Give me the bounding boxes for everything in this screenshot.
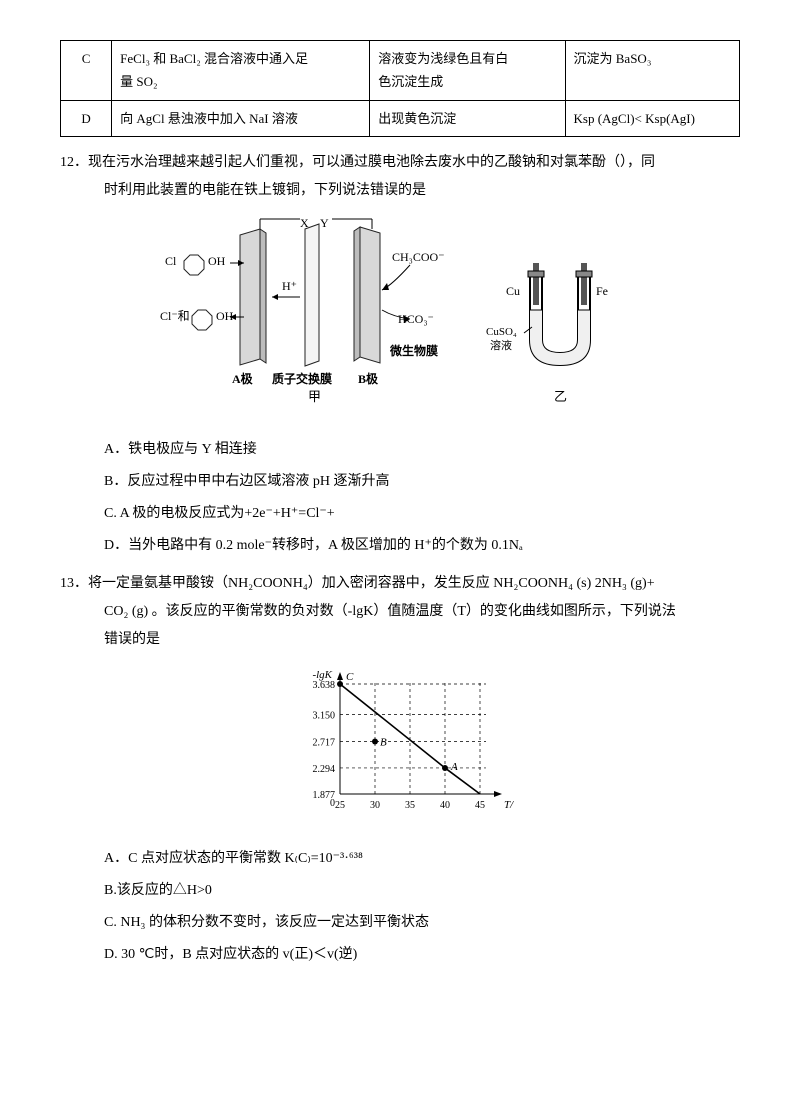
cell-text: Ksp (AgCl)< Ksp(AgI) xyxy=(574,111,695,126)
q13-chart: -lgK3.6383.1502.7172.2941.8772530354045T… xyxy=(60,664,740,835)
cell-phenomenon: 溶液变为浅绿色且有白 色沉淀生成 xyxy=(370,41,565,101)
cuso4-label: CuSO₄ xyxy=(486,326,517,338)
q-line: 将一定量氨基甲酸铵（NH₂COONH₄）加入密闭容器中，发生反应 NH₂COON… xyxy=(88,576,655,591)
svg-text:3.150: 3.150 xyxy=(313,711,336,722)
oh-label-2: OH xyxy=(216,309,234,323)
table-row: D 向 AgCl 悬浊液中加入 NaI 溶液 出现黄色沉淀 Ksp (AgCl)… xyxy=(61,100,740,136)
membrane-label: 质子交换膜 xyxy=(272,371,332,386)
experiment-table: C FeCl₃ 和 BaCl₂ 混合溶液中通入足 量 SO₂ 溶液变为浅绿色且有… xyxy=(60,40,740,137)
cell-text: 溶液变为浅绿色且有白 xyxy=(378,51,508,66)
cell-phenomenon: 出现黄色沉淀 xyxy=(370,100,565,136)
svg-text:C: C xyxy=(346,671,354,683)
cu-label: Cu xyxy=(506,284,520,298)
cell-text: 量 SO₂ xyxy=(120,74,157,89)
svg-text:35: 35 xyxy=(405,800,415,811)
yi-label: 乙 xyxy=(554,389,567,404)
svg-text:A: A xyxy=(450,761,458,773)
cell-text: 沉淀为 BaSO₃ xyxy=(574,51,652,66)
question-13: 13．将一定量氨基甲酸铵（NH₂COONH₄）加入密闭容器中，发生反应 NH₂C… xyxy=(60,570,740,969)
cell-text: 向 AgCl 悬浊液中加入 NaI 溶液 xyxy=(120,111,298,126)
fe-label: Fe xyxy=(596,284,608,298)
svg-text:2.717: 2.717 xyxy=(313,738,336,749)
option-a: A．铁电极应与 Y 相连接 xyxy=(104,436,740,464)
q12-diagram: X Y Cl OH Cl⁻和 OH H⁺ CH₃COO⁻ xyxy=(60,215,740,426)
b-pole-label: B极 xyxy=(358,371,379,386)
cell-conclusion: 沉淀为 BaSO₃ xyxy=(565,41,739,101)
q12-options: A．铁电极应与 Y 相连接 B．反应过程中甲中右边区域溶液 pH 逐渐升高 C.… xyxy=(60,436,740,560)
svg-text:B: B xyxy=(380,737,387,749)
svg-text:40: 40 xyxy=(440,800,450,811)
question-number: 12． xyxy=(60,155,88,170)
svg-text:2.294: 2.294 xyxy=(313,764,336,775)
q-line: 时利用此装置的电能在铁上镀铜，下列说法错误的是 xyxy=(104,183,426,198)
option-a: A．C 点对应状态的平衡常数 K₍C₎=10⁻³·⁶³⁸ xyxy=(104,845,740,873)
table-row: C FeCl₃ 和 BaCl₂ 混合溶液中通入足 量 SO₂ 溶液变为浅绿色且有… xyxy=(61,41,740,101)
y-label: Y xyxy=(320,216,329,230)
q-line-3: 错误的是 xyxy=(60,626,740,654)
bio-label: 微生物膜 xyxy=(389,343,438,358)
svg-text:0: 0 xyxy=(330,798,335,809)
q-line-2: CO₂ (g) 。该反应的平衡常数的负对数（-lgK）值随温度（T）的变化曲线如… xyxy=(60,598,740,626)
svg-text:25: 25 xyxy=(335,800,345,811)
cell-operation: FeCl₃ 和 BaCl₂ 混合溶液中通入足 量 SO₂ xyxy=(112,41,370,101)
jia-label: 甲 xyxy=(308,389,321,404)
option-d: D．当外电路中有 0.2 mole⁻转移时，A 极区增加的 H⁺的个数为 0.1… xyxy=(104,532,740,560)
q-line: 现在污水治理越来越引起人们重视，可以通过膜电池除去废水中的乙酸钠和对氯苯酚（），… xyxy=(88,155,655,170)
ch3coo-label: CH₃COO⁻ xyxy=(392,250,445,264)
question-number: 13． xyxy=(60,576,88,591)
q13-options: A．C 点对应状态的平衡常数 K₍C₎=10⁻³·⁶³⁸ B.该反应的△H>0 … xyxy=(60,845,740,969)
cell-text: FeCl₃ 和 BaCl₂ 混合溶液中通入足 xyxy=(120,51,308,66)
row-letter: C xyxy=(61,41,112,101)
oh-label: OH xyxy=(208,254,226,268)
cl-label: Cl xyxy=(165,254,177,268)
svg-text:45: 45 xyxy=(475,800,485,811)
option-c: C. NH₃ 的体积分数不变时，该反应一定达到平衡状态 xyxy=(104,909,740,937)
a-pole-label: A极 xyxy=(232,371,254,386)
cell-operation: 向 AgCl 悬浊液中加入 NaI 溶液 xyxy=(112,100,370,136)
q-line: CO₂ (g) 。该反应的平衡常数的负对数（-lgK）值随温度（T）的变化曲线如… xyxy=(104,604,676,619)
q-line: 错误的是 xyxy=(104,632,160,647)
row-letter: D xyxy=(61,100,112,136)
hplus-label: H⁺ xyxy=(282,279,297,293)
question-text: 13．将一定量氨基甲酸铵（NH₂COONH₄）加入密闭容器中，发生反应 NH₂C… xyxy=(60,570,740,598)
cell-text: 出现黄色沉淀 xyxy=(378,111,456,126)
q-line-2: 时利用此装置的电能在铁上镀铜，下列说法错误的是 xyxy=(60,177,740,205)
cell-text: C xyxy=(82,51,91,66)
option-b: B.该反应的△H>0 xyxy=(104,877,740,905)
question-text: 12．现在污水治理越来越引起人们重视，可以通过膜电池除去废水中的乙酸钠和对氯苯酚… xyxy=(60,149,740,177)
cell-text: 色沉淀生成 xyxy=(378,74,443,89)
option-d: D. 30 ℃时，B 点对应状态的 v(正)＜v(逆) xyxy=(104,941,740,969)
svg-text:3.638: 3.638 xyxy=(313,680,336,691)
x-label: X xyxy=(300,216,309,230)
hco3-label: HCO₃⁻ xyxy=(398,312,434,326)
cuso4-label2: 溶液 xyxy=(490,338,512,352)
option-b: B．反应过程中甲中右边区域溶液 pH 逐渐升高 xyxy=(104,468,740,496)
cell-conclusion: Ksp (AgCl)< Ksp(AgI) xyxy=(565,100,739,136)
membrane-cell-diagram: X Y Cl OH Cl⁻和 OH H⁺ CH₃COO⁻ xyxy=(160,215,640,415)
svg-text:T/℃: T/℃ xyxy=(504,799,515,811)
cl-label-2: Cl⁻和 xyxy=(160,309,190,323)
lgk-chart: -lgK3.6383.1502.7172.2941.8772530354045T… xyxy=(285,664,515,824)
svg-text:30: 30 xyxy=(370,800,380,811)
option-c: C. A 极的电极反应式为+2e⁻+H⁺=Cl⁻+ xyxy=(104,500,740,528)
question-12: 12．现在污水治理越来越引起人们重视，可以通过膜电池除去废水中的乙酸钠和对氯苯酚… xyxy=(60,149,740,560)
cell-text: D xyxy=(81,111,90,126)
